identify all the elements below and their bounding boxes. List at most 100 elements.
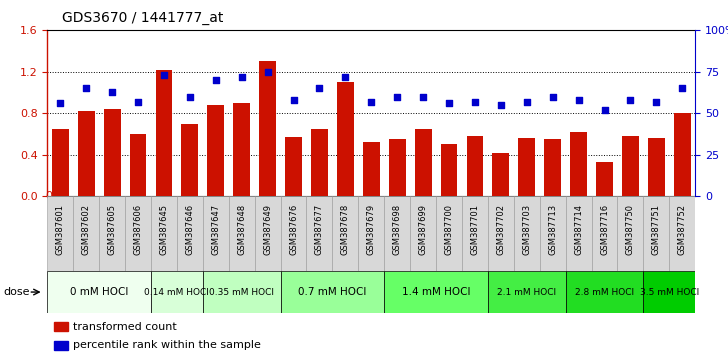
Point [547, 94, 558, 99]
Bar [596, 162, 613, 196]
Text: GSM387648: GSM387648 [237, 204, 246, 255]
Bar [78, 111, 95, 196]
Bar [436, 196, 462, 271]
Bar [648, 138, 665, 196]
Point [598, 107, 610, 113]
Bar [337, 82, 354, 196]
Text: transformed count: transformed count [74, 322, 177, 332]
Text: GSM387602: GSM387602 [82, 204, 91, 255]
Text: GSM387701: GSM387701 [470, 204, 480, 255]
Text: 0.7 mM HOCl: 0.7 mM HOCl [298, 287, 367, 297]
Bar [233, 103, 250, 196]
Bar [592, 196, 617, 271]
Text: GSM387703: GSM387703 [522, 204, 531, 255]
Bar [74, 196, 99, 271]
Point [651, 99, 662, 104]
Bar [280, 196, 306, 271]
Text: GSM387699: GSM387699 [419, 204, 427, 255]
Text: 0.35 mM HOCl: 0.35 mM HOCl [209, 287, 274, 297]
Text: GSM387678: GSM387678 [341, 204, 350, 255]
Point [521, 99, 533, 104]
Bar [488, 271, 566, 313]
Text: 3.5 mM HOCl: 3.5 mM HOCl [640, 287, 699, 297]
Bar [151, 196, 177, 271]
Point [417, 94, 429, 99]
Text: GSM387606: GSM387606 [133, 204, 143, 255]
Bar [306, 196, 333, 271]
Bar [669, 196, 695, 271]
Text: GSM387645: GSM387645 [159, 204, 168, 255]
Bar [229, 196, 255, 271]
Text: GSM387646: GSM387646 [186, 204, 194, 255]
Text: GSM387677: GSM387677 [315, 204, 324, 255]
Text: GSM387676: GSM387676 [289, 204, 298, 255]
Bar [415, 129, 432, 196]
Point [469, 99, 480, 104]
Text: 2.8 mM HOCl: 2.8 mM HOCl [575, 287, 634, 297]
Bar [280, 271, 384, 313]
Bar [644, 196, 669, 271]
Bar [285, 137, 302, 196]
Bar [518, 138, 535, 196]
Point [158, 72, 170, 78]
Point [676, 85, 688, 91]
Point [495, 102, 507, 108]
Text: dose: dose [4, 287, 30, 297]
Bar [54, 322, 68, 331]
Bar [545, 139, 561, 196]
Bar [492, 153, 510, 196]
Bar [462, 196, 488, 271]
Bar [47, 196, 74, 271]
Bar [125, 196, 151, 271]
Bar [54, 341, 68, 350]
Text: GSM387716: GSM387716 [600, 204, 609, 255]
Point [339, 74, 351, 80]
Bar [207, 105, 224, 196]
Bar [151, 271, 203, 313]
Bar [514, 196, 539, 271]
Text: GSM387702: GSM387702 [496, 204, 505, 255]
Point [573, 97, 585, 103]
Point [443, 101, 455, 106]
Point [236, 74, 248, 80]
Text: GSM387605: GSM387605 [108, 204, 116, 255]
Bar [384, 196, 410, 271]
Point [184, 94, 196, 99]
Bar [440, 144, 457, 196]
Bar [177, 196, 203, 271]
Text: GSM387713: GSM387713 [548, 204, 557, 255]
Point [55, 101, 66, 106]
Text: 2.1 mM HOCl: 2.1 mM HOCl [497, 287, 556, 297]
Point [392, 94, 403, 99]
Text: 1.4 mM HOCl: 1.4 mM HOCl [402, 287, 470, 297]
Bar [539, 196, 566, 271]
Text: GSM387750: GSM387750 [626, 204, 635, 255]
Bar [622, 136, 639, 196]
Point [288, 97, 299, 103]
Point [314, 85, 325, 91]
Text: GSM387647: GSM387647 [211, 204, 221, 255]
Point [80, 85, 92, 91]
Text: GSM387700: GSM387700 [445, 204, 454, 255]
Bar [410, 196, 436, 271]
Bar [99, 196, 125, 271]
Bar [566, 271, 644, 313]
Text: GSM387752: GSM387752 [678, 204, 687, 255]
Bar [333, 196, 358, 271]
Text: GSM387698: GSM387698 [392, 204, 402, 255]
Bar [566, 196, 592, 271]
Bar [311, 129, 328, 196]
Text: percentile rank within the sample: percentile rank within the sample [74, 341, 261, 350]
Point [132, 99, 144, 104]
Text: GDS3670 / 1441777_at: GDS3670 / 1441777_at [62, 11, 223, 25]
Point [210, 77, 221, 83]
Bar [52, 129, 68, 196]
Bar [358, 196, 384, 271]
Bar [156, 70, 173, 196]
Text: 0.14 mM HOCl: 0.14 mM HOCl [144, 287, 210, 297]
Bar [674, 113, 691, 196]
Bar [384, 271, 488, 313]
Text: GSM387649: GSM387649 [263, 204, 272, 255]
Point [365, 99, 377, 104]
Text: GSM387751: GSM387751 [652, 204, 661, 255]
